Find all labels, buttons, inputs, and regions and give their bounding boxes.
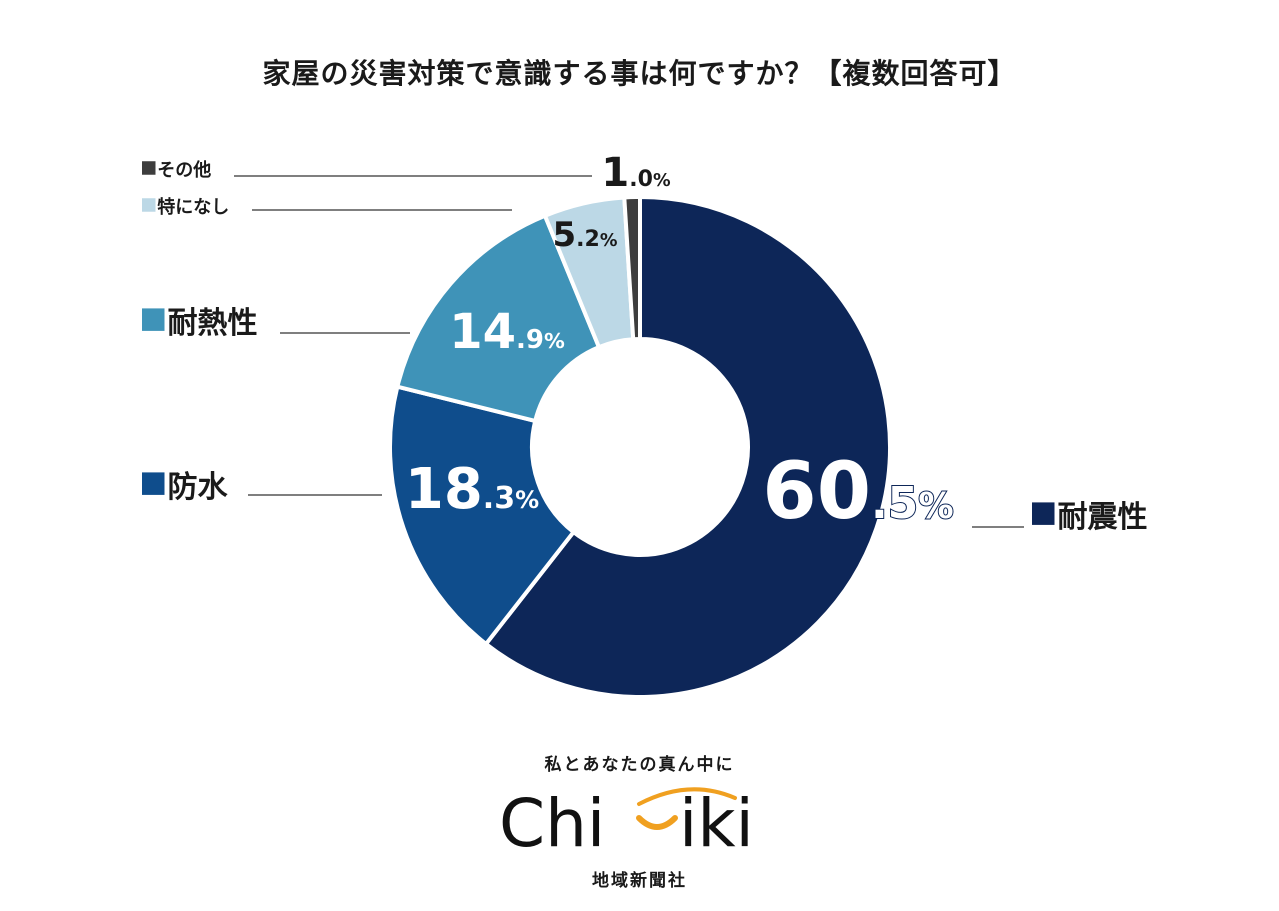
value-label-1: 18.3% xyxy=(405,457,539,522)
legend-swatch-0 xyxy=(1032,502,1055,525)
legend-label-0: 耐震性 xyxy=(1058,500,1148,535)
logo-tagline: 私とあなたの真ん中に xyxy=(544,755,735,775)
value-label-2: 14.9% xyxy=(449,304,565,360)
legend-swatch-2 xyxy=(142,308,165,331)
legend-swatch-3 xyxy=(142,198,156,212)
chart-title: 家屋の災害対策で意識する事は何ですか？【複数回答可】 xyxy=(262,57,1017,90)
legend-swatch-4 xyxy=(142,161,156,175)
legend-label-1: 防水 xyxy=(168,470,229,505)
value-label-0: 60.5% xyxy=(762,447,953,537)
legend-label-4: その他 xyxy=(157,159,211,181)
pie-slice-0 xyxy=(483,194,892,699)
logo-smile-icon xyxy=(636,815,678,830)
logo-company: 地域新聞社 xyxy=(592,871,687,891)
pie-slice-1 xyxy=(388,384,577,647)
legend-label-2: 耐熱性 xyxy=(168,306,258,341)
logo-arc-icon xyxy=(637,787,737,806)
chiiki-logo: Chi iki xyxy=(499,785,754,858)
legend-label-3: 特になし xyxy=(157,196,229,218)
donut-chart: 耐震性 防水 耐熱性 特になし その他 60.5% 18.3% 14.9% 5.2% 1.0% xyxy=(142,150,1148,699)
pie-slice-2 xyxy=(394,213,602,424)
legend-swatch-1 xyxy=(142,472,165,495)
pie-slice-4 xyxy=(622,194,642,342)
value-label-4: 1.0% xyxy=(601,150,671,196)
value-label-3: 5.2% xyxy=(553,215,618,255)
logo-wordmark-right: iki xyxy=(679,785,754,858)
logo-wordmark-left: Chi xyxy=(499,785,605,858)
